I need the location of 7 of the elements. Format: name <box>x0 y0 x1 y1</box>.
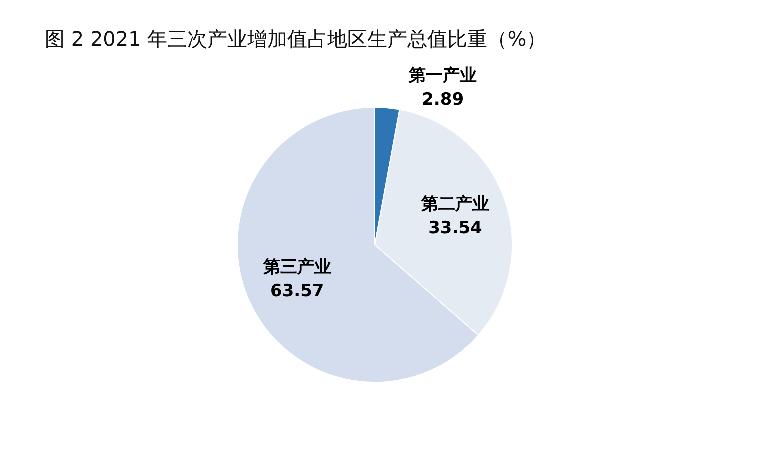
slice-label: 第二产业 <box>420 194 490 214</box>
data-label: 63.57 <box>270 282 324 302</box>
slice-label: 第三产业 <box>262 258 332 278</box>
slice-label: 第一产业 <box>408 66 478 86</box>
data-label: 2.89 <box>422 90 464 110</box>
chart-title: 图 2 2021 年三次产业增加值占地区生产总值比重（%） <box>45 26 547 53</box>
data-label: 33.54 <box>428 218 483 238</box>
